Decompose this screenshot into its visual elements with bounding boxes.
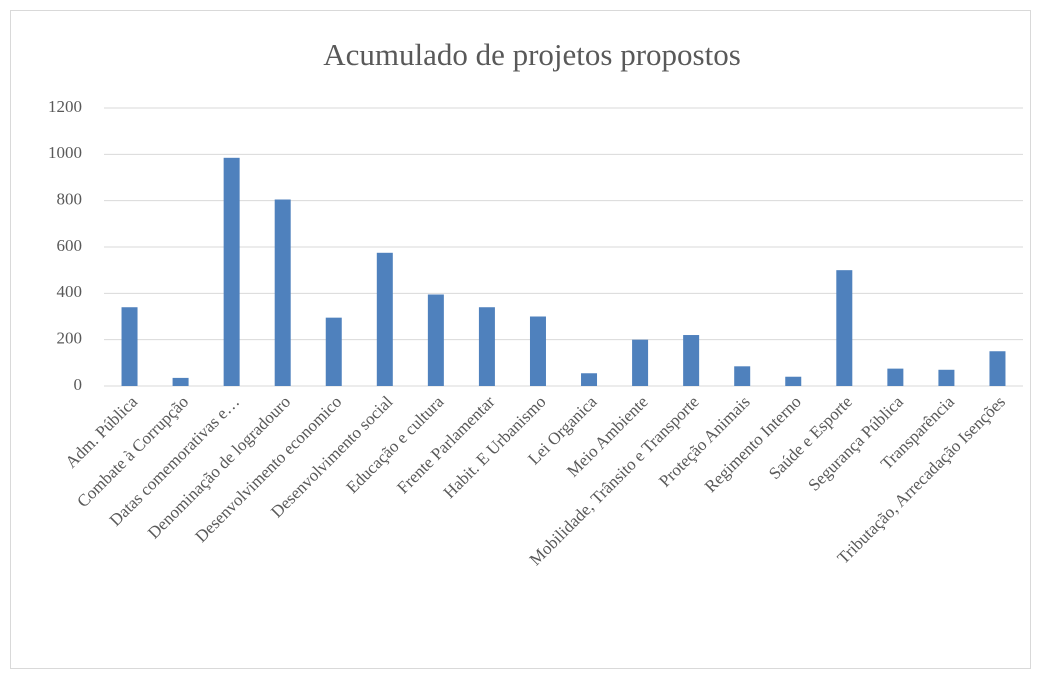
bar xyxy=(938,369,955,386)
bar xyxy=(581,373,598,386)
bar xyxy=(121,307,138,386)
bar xyxy=(529,316,546,386)
bar xyxy=(478,307,495,386)
y-tick-label: 200 xyxy=(57,329,83,348)
y-tick-label: 800 xyxy=(57,190,83,209)
bar xyxy=(376,252,393,386)
bar xyxy=(172,377,189,386)
y-tick-label: 1000 xyxy=(48,143,82,162)
y-tick-label: 1200 xyxy=(48,97,82,116)
bar xyxy=(785,376,802,386)
y-tick-label: 400 xyxy=(57,282,83,301)
bar xyxy=(683,335,700,386)
y-tick-label: 0 xyxy=(74,375,83,394)
bar xyxy=(427,294,444,386)
y-tick-label: 600 xyxy=(57,236,83,255)
bar xyxy=(274,199,291,386)
bar xyxy=(989,351,1006,386)
bar xyxy=(325,317,342,386)
bar xyxy=(632,339,649,386)
bar xyxy=(887,368,904,386)
bar xyxy=(223,157,240,386)
bar xyxy=(836,270,853,386)
chart-title: Acumulado de projetos propostos xyxy=(323,37,741,72)
bar xyxy=(734,366,751,386)
